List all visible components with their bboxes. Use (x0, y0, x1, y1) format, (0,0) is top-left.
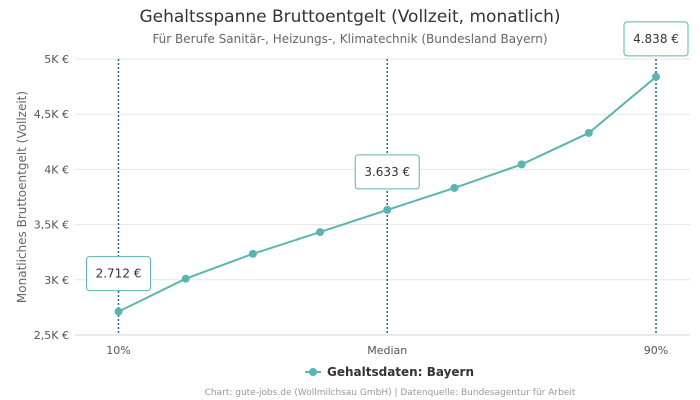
y-axis-ticks: 2,5K € 3K € 3,5K € 4K € 4,5K € 5K € (34, 53, 69, 342)
legend-marker-icon (309, 368, 317, 376)
callout-label: 3.633 € (364, 165, 410, 179)
callout-box (86, 256, 151, 292)
value-callout: 3.633 € (354, 154, 420, 190)
chart-title: Gehaltsspanne Bruttoentgelt (Vollzeit, m… (139, 7, 560, 27)
value-callouts: 2.712 € 3.633 € 4.838 € (86, 21, 689, 292)
x-tick-label: 10% (106, 344, 130, 357)
x-axis-ticks: 10% Median 90% (106, 344, 668, 357)
y-axis-title: Monatliches Bruttoentgelt (Vollzeit) (15, 91, 29, 303)
value-callout: 2.712 € (86, 256, 151, 292)
y-tick-label: 4K € (44, 163, 69, 176)
legend[interactable]: Gehaltsdaten: Bayern (305, 365, 474, 379)
data-point (450, 183, 459, 192)
callout-label: 4.838 € (633, 32, 679, 46)
callout-box (354, 154, 420, 190)
callout-box (623, 21, 689, 57)
percentile-marker-lines (117, 59, 657, 335)
y-tick-label: 5K € (44, 53, 69, 66)
y-tick-label: 4,5K € (34, 108, 69, 121)
y-tick-label: 3,5K € (34, 219, 69, 232)
x-tick-label: Median (367, 344, 407, 357)
data-point (181, 274, 190, 283)
value-callout: 4.838 € (623, 21, 689, 57)
y-tick-label: 3K € (44, 274, 69, 287)
data-point (517, 160, 526, 169)
data-point (652, 72, 660, 81)
data-point (248, 249, 257, 258)
y-tick-label: 2,5K € (34, 329, 69, 342)
data-point (316, 228, 325, 237)
data-point (383, 205, 392, 214)
legend-label: Gehaltsdaten: Bayern (327, 365, 474, 379)
x-tick-label: 90% (644, 344, 668, 357)
chart-subtitle: Für Berufe Sanitär-, Heizungs-, Klimatec… (152, 32, 547, 46)
data-point (584, 128, 593, 137)
series-gehaltsdaten-bayern (114, 72, 660, 316)
chart-credits: Chart: gute-jobs.de (Wollmilchsau GmbH) … (205, 388, 576, 398)
callout-label: 2.712 € (96, 267, 142, 281)
data-point (114, 307, 123, 316)
